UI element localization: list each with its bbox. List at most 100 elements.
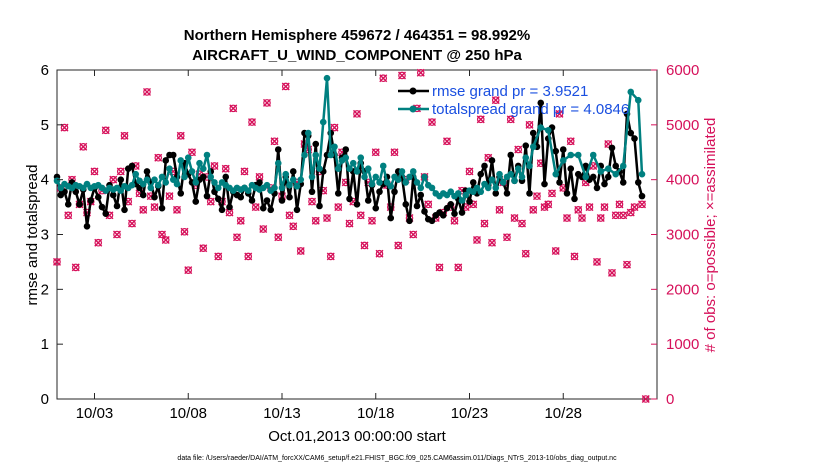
totalspread-point (634, 96, 642, 104)
legend: rmse grand pr = 3.9521 totalspread grand… (398, 83, 629, 118)
obs-assimilated-marker (465, 167, 474, 176)
totalspread-point (346, 165, 353, 172)
obs-assimilated-marker (630, 203, 639, 212)
obs-possible-marker (139, 206, 148, 214)
obs-possible-marker (495, 206, 504, 214)
totalspread-point (139, 180, 147, 188)
obs-possible-marker (488, 238, 496, 247)
rmse-point (293, 206, 301, 214)
rmse-point (481, 162, 488, 170)
totalspread-point (428, 184, 436, 192)
obs-assimilated-marker (428, 118, 436, 127)
obs-assimilated-marker (480, 219, 489, 228)
y-left-tick-label: 4 (41, 172, 49, 189)
rmse-point (214, 195, 222, 203)
obs-assimilated-marker (188, 148, 196, 157)
obs-assimilated-marker (510, 214, 519, 223)
totalspread-point (319, 118, 327, 126)
totalspread-point (158, 173, 166, 181)
totalspread-point (406, 173, 413, 181)
obs-assimilated-marker (259, 225, 268, 234)
obs-assimilated-marker (143, 87, 151, 96)
totalspread-point (398, 168, 406, 175)
obs-possible-marker (281, 82, 290, 91)
rmse-point (308, 188, 316, 196)
obs-assimilated-marker (323, 214, 331, 223)
rmse-point (334, 190, 342, 197)
legend-rmse-label: rmse grand pr = 3.9521 (432, 83, 588, 100)
obs-assimilated-marker (296, 246, 305, 255)
totalspread-point (488, 176, 496, 183)
obs-assimilated-marker (240, 167, 249, 176)
obs-assimilated-marker (495, 205, 504, 214)
obs-possible-marker (424, 200, 433, 209)
obs-assimilated-marker (120, 131, 129, 140)
rmse-point (402, 201, 410, 208)
obs-possible-marker (368, 216, 376, 225)
rmse-point (526, 190, 533, 197)
obs-possible-marker (473, 236, 481, 244)
obs-possible-marker (236, 216, 245, 225)
totalspread-point (364, 165, 372, 172)
totalspread-point (604, 165, 612, 172)
y-left-tick-label: 0 (41, 391, 49, 408)
obs-assimilated-marker (596, 214, 605, 223)
rmse-point (604, 173, 612, 181)
obs-assimilated-marker (574, 205, 583, 214)
obs-possible-marker (615, 200, 624, 209)
obs-assimilated-marker (506, 115, 515, 124)
rmse-point (162, 157, 170, 164)
obs-possible-marker (476, 115, 485, 124)
obs-possible-marker (566, 137, 575, 146)
totalspread-point (166, 165, 173, 172)
obs-possible-marker (563, 214, 571, 222)
rmse-point (64, 201, 72, 208)
obs-assimilated-marker (608, 268, 616, 277)
totalspread-point (499, 179, 507, 186)
totalspread-point (458, 197, 466, 204)
obs-possible-marker (248, 118, 256, 126)
obs-assimilated-marker (544, 200, 553, 209)
y-right-tick-labels: 0 1000 2000 3000 4000 5000 6000 (666, 62, 699, 408)
rmse-point (203, 192, 211, 200)
obs-possible-marker (120, 132, 129, 140)
obs-possible-marker (356, 211, 365, 220)
obs-possible-marker (416, 68, 425, 77)
legend-rmse-marker (409, 87, 417, 95)
totalspread-point (244, 187, 252, 194)
rmse-point (563, 190, 571, 197)
obs-possible-marker (233, 233, 241, 242)
rmse-point (556, 179, 563, 186)
obs-possible-marker (90, 167, 99, 176)
rmse-point (608, 144, 616, 152)
data-file-footnote: data file: /Users/raeder/DAI/ATM_forcXX/… (177, 455, 617, 462)
obs-assimilated-marker (94, 238, 103, 247)
rmse-point (428, 217, 436, 225)
totalspread-point (143, 176, 151, 183)
obs-assimilated-marker (514, 145, 523, 154)
obs-assimilated-marker (233, 233, 241, 242)
rmse-point (439, 212, 447, 219)
obs-assimilated-marker (371, 148, 380, 157)
totalspread-point (211, 179, 218, 186)
y-right-tick-label: 5000 (666, 117, 699, 134)
totalspread-point (154, 181, 162, 189)
rmse-point (139, 191, 147, 199)
rmse-point (94, 193, 102, 201)
obs-assimilated-marker (619, 211, 628, 220)
obs-possible-marker (574, 206, 583, 214)
obs-assimilated-marker (548, 189, 556, 198)
obs-assimilated-marker (533, 192, 541, 201)
obs-assimilated-marker (641, 395, 650, 403)
obs-assimilated-marker (476, 115, 485, 124)
obs-assimilated-marker (270, 137, 279, 146)
obs-possible-marker (518, 219, 526, 228)
obs-possible-marker (371, 148, 380, 157)
obs-assimilated-marker (551, 246, 560, 255)
obs-assimilated-marker (334, 203, 343, 212)
rmse-point (113, 202, 121, 210)
obs-possible-marker (188, 148, 196, 157)
obs-assimilated-marker (53, 257, 61, 266)
y-left-tick-label: 1 (41, 336, 49, 353)
obs-assimilated-marker (518, 219, 526, 228)
